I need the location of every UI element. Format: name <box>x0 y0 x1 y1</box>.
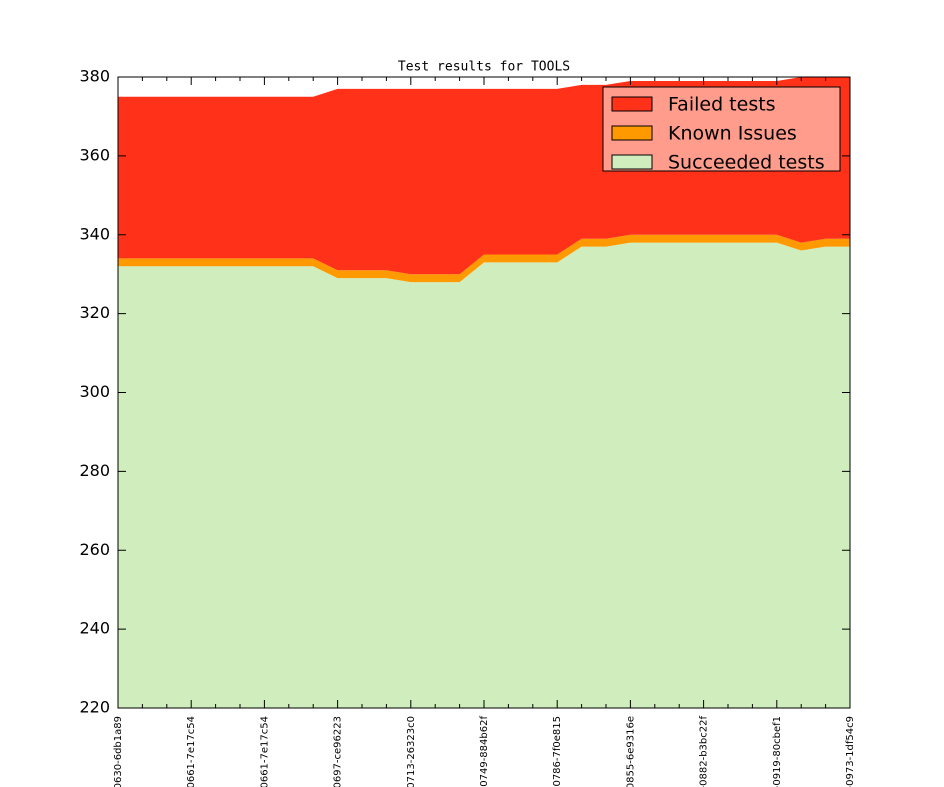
chart-title: Test results for TOOLS <box>398 60 570 75</box>
y-tick-label: 300 <box>79 382 110 401</box>
legend-label: Known Issues <box>668 123 797 145</box>
y-tick-label: 360 <box>79 145 110 164</box>
x-tick-label: 0713-26323c0 <box>406 716 417 787</box>
y-tick-label: 320 <box>79 303 110 322</box>
legend-label: Succeeded tests <box>668 152 825 174</box>
x-tick-label: 0661-7e17c54 <box>259 716 270 787</box>
y-tick-label: 280 <box>79 461 110 480</box>
y-tick-label: 260 <box>79 540 110 559</box>
y-tick-label: 380 <box>79 67 110 86</box>
y-tick-label: 340 <box>79 224 110 243</box>
area <box>118 242 850 708</box>
x-tick-label: -0919-80cbef1 <box>772 716 783 787</box>
x-tick-label: 0786-7f0e815 <box>552 716 563 787</box>
x-tick-label: 0661-7e17c54 <box>186 716 197 787</box>
x-tick-label: 0855-6e9316e <box>625 716 636 787</box>
legend-label: Failed tests <box>668 94 776 116</box>
y-tick-label: 220 <box>79 698 110 717</box>
x-tick-label: 0630-6db1a89 <box>113 716 124 787</box>
x-tick-label: 0749-884b62f <box>479 716 490 787</box>
plot-areas <box>118 77 850 708</box>
x-tick-label: -0882-b3bc22f <box>699 716 710 787</box>
y-tick-label: 240 <box>79 619 110 638</box>
legend-swatch <box>611 125 653 141</box>
legend-swatch <box>611 154 653 170</box>
area <box>118 234 850 283</box>
legend-swatch <box>611 96 653 112</box>
x-tick-label: 0697-ce96223 <box>333 716 344 787</box>
x-tick-label: -0973-1df54c9 <box>845 716 856 787</box>
